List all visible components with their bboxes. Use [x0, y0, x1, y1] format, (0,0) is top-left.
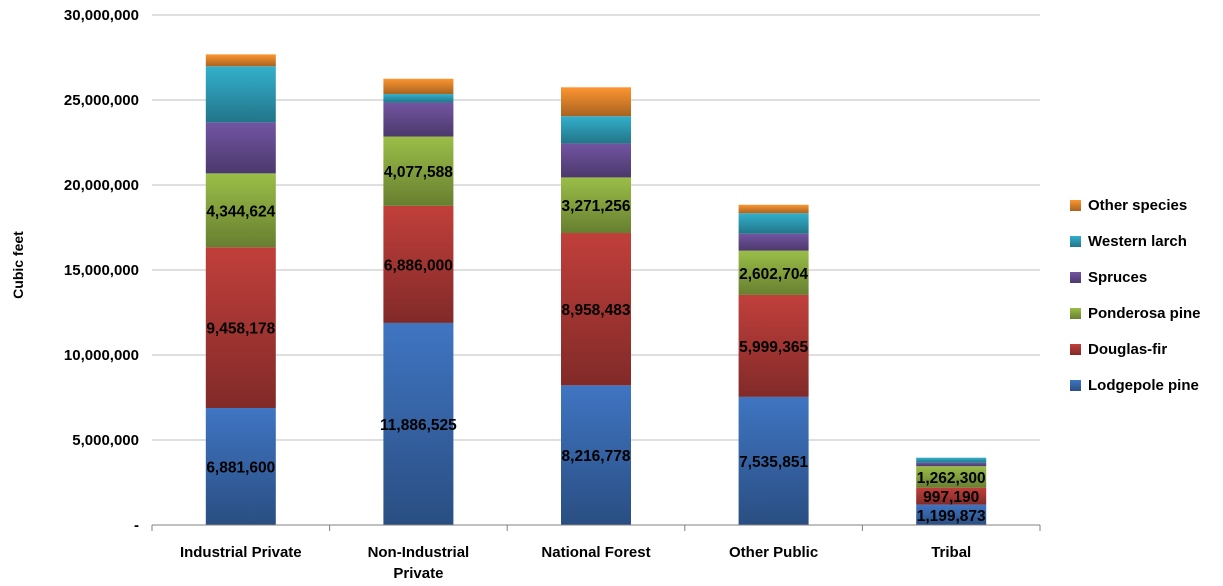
y-axis-title: Cubic feet [10, 231, 26, 299]
category-label: Tribal [931, 544, 971, 561]
bar-segment [383, 102, 454, 137]
bar-segment [561, 143, 631, 178]
bar-segment [561, 233, 631, 386]
legend-swatch [1070, 200, 1081, 211]
y-tick-label: 15,000,000 [64, 262, 139, 279]
data-label: 1,199,873 [917, 508, 986, 525]
y-tick-label: 10,000,000 [64, 347, 139, 364]
data-label: 997,190 [923, 489, 979, 506]
data-label: 1,262,300 [917, 470, 986, 487]
data-label: 6,886,000 [384, 257, 453, 274]
bar-segment [738, 213, 809, 234]
legend-swatch [1070, 236, 1081, 247]
bar-segment [561, 177, 631, 234]
bar-segment [738, 204, 809, 214]
data-label: 7,535,851 [739, 454, 808, 471]
bar-segment [738, 294, 809, 397]
legend-swatch [1070, 272, 1081, 283]
y-tick-label: 25,000,000 [64, 92, 139, 109]
bar-segment [205, 66, 276, 123]
bar-segment [383, 205, 454, 323]
y-tick-label: 30,000,000 [64, 7, 139, 24]
bar-segment [383, 78, 454, 95]
bar-segment [205, 173, 276, 248]
legend-entry: Spruces [1088, 269, 1147, 286]
y-tick-label: - [134, 517, 139, 534]
legend-swatch [1070, 380, 1081, 391]
category-label: Non-Industrial [368, 544, 470, 561]
legend-swatch [1070, 344, 1081, 355]
bar-segment [205, 247, 276, 409]
legend-entry: Lodgepole pine [1088, 377, 1199, 394]
bar-segment [738, 250, 809, 295]
legend-entry: Other species [1088, 197, 1187, 214]
y-tick-label: 20,000,000 [64, 177, 139, 194]
bar-segment [205, 122, 276, 174]
category-label: Other Public [729, 544, 818, 561]
bar-segment [205, 408, 276, 525]
bars [205, 54, 987, 525]
y-tick-label: 5,000,000 [72, 432, 139, 449]
bar-segment [916, 466, 987, 488]
x-axis-category-labels: Industrial Private Non-Industrial Private N… [180, 544, 971, 582]
bar-segment [738, 396, 809, 525]
bar-segment [916, 462, 987, 467]
legend-swatch [1070, 308, 1081, 319]
bar-segment [383, 136, 454, 206]
data-label: 9,458,178 [206, 321, 275, 338]
legend-entry: Douglas-fir [1088, 341, 1167, 358]
legend-entry: Ponderosa pine [1088, 305, 1201, 322]
data-label: 3,271,256 [562, 198, 631, 215]
legend: Other species Western larch Spruces Pondero… [1070, 197, 1201, 394]
category-label: Private [393, 565, 443, 582]
bar-segment [383, 94, 454, 103]
data-label: 6,881,600 [206, 460, 275, 477]
bar-segment [916, 487, 987, 505]
bar-segment [383, 322, 454, 525]
x-axis-ticks [151, 525, 1041, 531]
data-label: 8,216,778 [562, 448, 631, 465]
bar-segment [205, 54, 276, 67]
data-labels: 6,881,600 9,458,178 4,344,624 11,886,525 6,8… [206, 164, 986, 525]
category-label: National Forest [541, 544, 650, 561]
bar-segment [916, 457, 987, 463]
category-label: Industrial Private [180, 544, 302, 561]
bar-segment [738, 233, 809, 251]
legend-entry: Western larch [1088, 233, 1187, 250]
data-label: 11,886,525 [380, 417, 457, 434]
bar-segment [916, 504, 987, 525]
bar-segment [561, 385, 631, 525]
bar-segment [561, 116, 631, 144]
bar-segment [561, 87, 631, 117]
y-axis-tick-labels: - 5,000,000 10,000,000 15,000,000 20,000,000… [64, 7, 139, 534]
data-label: 4,344,624 [206, 203, 275, 220]
data-label: 4,077,588 [384, 164, 453, 181]
data-label: 8,958,483 [562, 302, 631, 319]
data-label: 2,602,704 [739, 266, 808, 283]
data-label: 5,999,365 [739, 339, 808, 356]
